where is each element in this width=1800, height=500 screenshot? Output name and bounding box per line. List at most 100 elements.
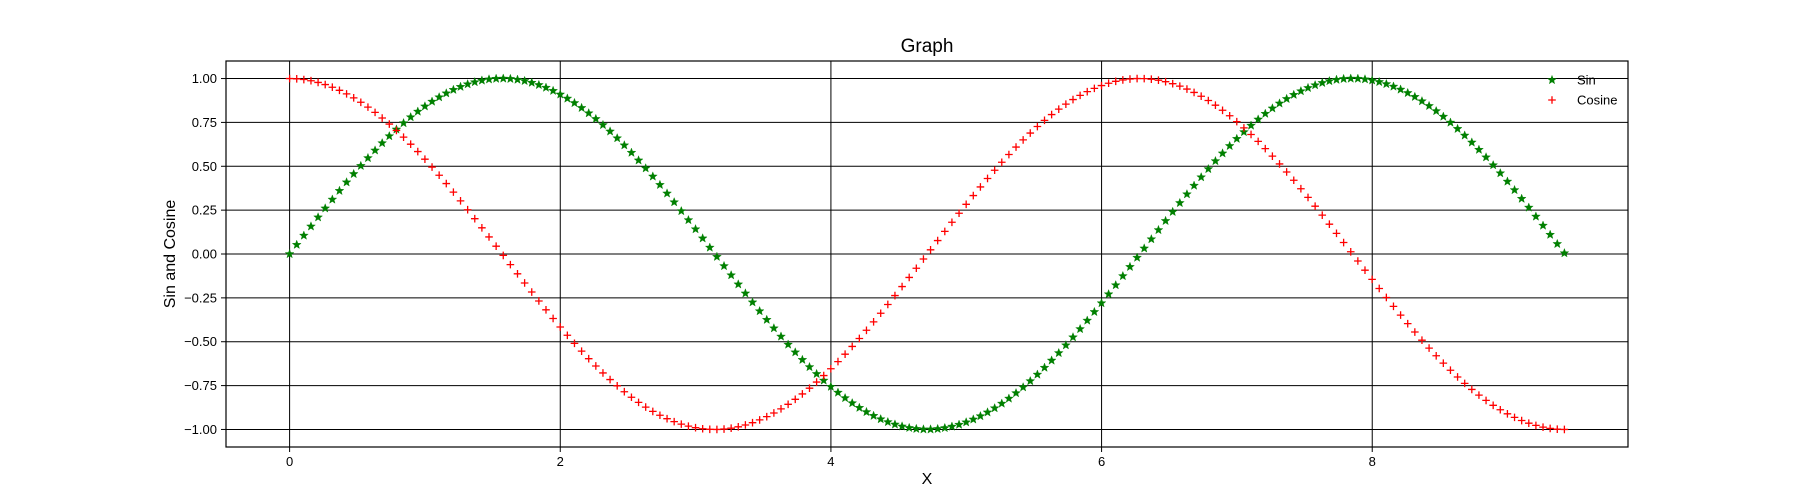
data-point xyxy=(1545,229,1556,239)
data-point xyxy=(1559,247,1570,258)
data-point xyxy=(669,197,680,207)
data-point xyxy=(818,375,829,385)
data-point xyxy=(370,145,380,155)
data-point xyxy=(1303,82,1313,93)
data-point xyxy=(1388,81,1399,91)
data-point xyxy=(1538,220,1548,230)
data-point xyxy=(941,227,949,236)
data-point xyxy=(882,416,893,427)
data-point xyxy=(492,242,500,250)
data-point xyxy=(982,407,993,417)
data-point xyxy=(1274,98,1285,108)
data-point xyxy=(1268,152,1277,160)
data-point xyxy=(1147,75,1156,83)
data-point xyxy=(342,90,351,98)
data-point xyxy=(1197,92,1205,101)
data-point xyxy=(427,96,437,106)
data-point xyxy=(811,368,822,379)
data-point xyxy=(776,331,786,341)
data-point xyxy=(634,398,643,407)
data-point xyxy=(456,197,465,205)
data-point xyxy=(1524,419,1533,427)
series-cosine xyxy=(285,74,1569,434)
data-point xyxy=(1111,77,1120,86)
data-point xyxy=(827,364,835,373)
data-point xyxy=(1523,202,1534,212)
data-point xyxy=(1539,423,1547,431)
data-point xyxy=(314,78,322,87)
data-point xyxy=(321,80,330,89)
data-point xyxy=(1282,168,1291,176)
data-point xyxy=(1495,168,1506,178)
data-point xyxy=(1332,229,1341,238)
data-point xyxy=(1089,306,1100,317)
data-point xyxy=(1168,79,1177,88)
data-point xyxy=(1218,106,1227,115)
data-point xyxy=(398,117,409,128)
data-point xyxy=(1160,215,1171,226)
data-point xyxy=(1310,80,1321,90)
data-point xyxy=(520,279,529,287)
data-point xyxy=(861,406,872,417)
data-point xyxy=(761,314,772,324)
data-point xyxy=(1275,160,1284,168)
data-point xyxy=(384,130,395,141)
data-point xyxy=(1090,84,1099,93)
data-point xyxy=(1011,387,1021,398)
data-point xyxy=(512,74,523,84)
data-point xyxy=(1403,319,1412,328)
data-point xyxy=(1354,257,1362,265)
data-point xyxy=(755,416,764,424)
data-point xyxy=(1154,76,1163,84)
data-point xyxy=(1446,366,1455,375)
data-point xyxy=(1439,359,1448,367)
data-point xyxy=(357,98,365,107)
data-point xyxy=(1176,82,1184,90)
data-point xyxy=(1481,152,1491,162)
data-point xyxy=(933,236,942,245)
data-point xyxy=(948,218,956,227)
data-point xyxy=(727,424,735,432)
data-point xyxy=(556,323,565,331)
data-point xyxy=(392,126,401,135)
data-point xyxy=(684,422,693,430)
data-point xyxy=(1126,75,1134,83)
data-point xyxy=(939,422,950,433)
data-point xyxy=(506,260,515,269)
data-point xyxy=(1475,391,1483,399)
data-point xyxy=(300,75,308,84)
data-point xyxy=(1338,73,1349,84)
data-point xyxy=(335,86,344,95)
data-point xyxy=(1117,270,1128,281)
data-point xyxy=(485,233,493,241)
data-point xyxy=(1003,393,1014,403)
data-point xyxy=(932,423,943,434)
data-point xyxy=(306,221,316,231)
data-point xyxy=(770,409,778,417)
data-point xyxy=(413,147,422,156)
data-point xyxy=(469,76,480,87)
data-point xyxy=(1517,416,1526,425)
data-point xyxy=(1260,108,1271,118)
data-point xyxy=(819,371,828,380)
data-point xyxy=(377,137,388,148)
data-point xyxy=(1560,425,1569,434)
data-point xyxy=(990,166,999,175)
data-point xyxy=(1281,93,1292,104)
data-point xyxy=(307,76,315,85)
data-point xyxy=(462,79,473,89)
data-point xyxy=(741,421,750,429)
data-point xyxy=(719,260,729,271)
data-point xyxy=(406,140,415,148)
data-point xyxy=(791,395,800,404)
data-point xyxy=(633,155,644,165)
data-point xyxy=(798,390,807,398)
data-point xyxy=(1530,211,1541,221)
data-point xyxy=(1552,238,1563,249)
data-point xyxy=(697,233,708,243)
y-tick-label: 0.50 xyxy=(192,159,217,174)
data-point xyxy=(649,407,657,416)
data-point xyxy=(620,387,629,396)
data-point xyxy=(385,120,394,128)
data-point xyxy=(1381,78,1392,89)
